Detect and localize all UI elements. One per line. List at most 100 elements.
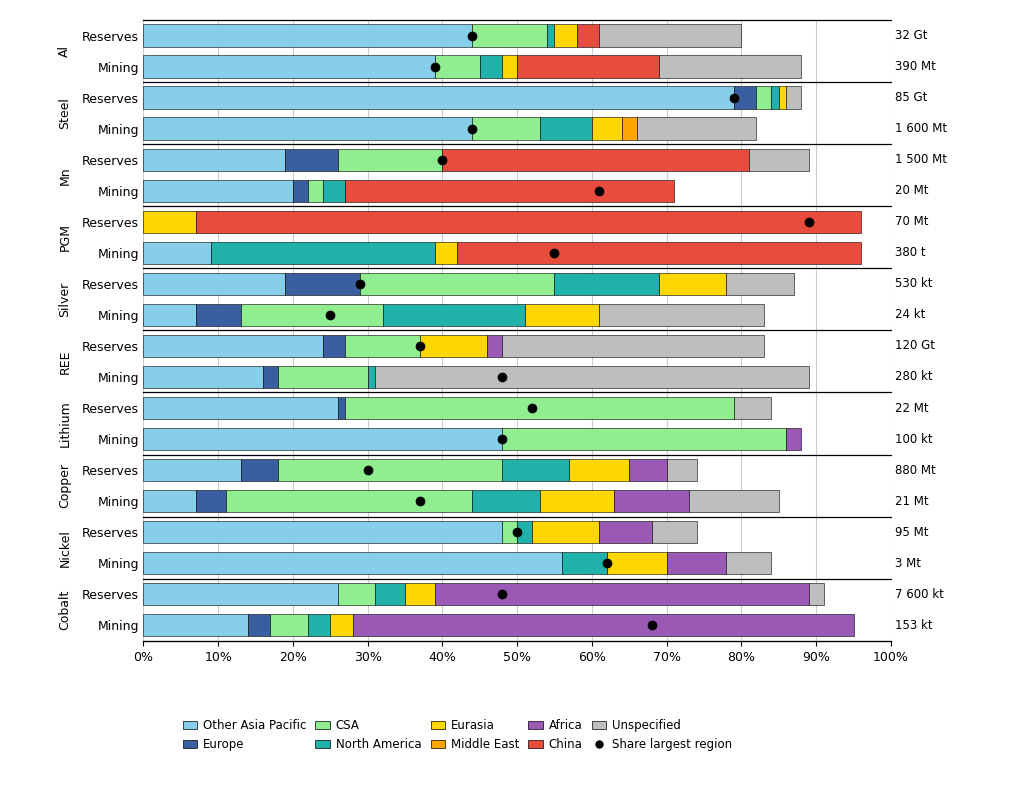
Bar [143, 55, 435, 78]
Bar [323, 335, 345, 357]
Bar [659, 272, 726, 295]
Bar [143, 242, 211, 264]
Text: PGM: PGM [58, 223, 72, 252]
Bar [667, 552, 726, 574]
Bar [622, 118, 637, 140]
Bar [338, 583, 375, 606]
Text: 95 Mt: 95 Mt [895, 525, 928, 538]
Text: 32 Gt: 32 Gt [895, 29, 927, 42]
Bar [577, 24, 599, 46]
Text: 1 500 Mt: 1 500 Mt [895, 153, 946, 166]
Bar [458, 242, 861, 264]
Bar [517, 521, 532, 543]
Bar [502, 335, 764, 357]
Bar [143, 211, 196, 233]
Bar [771, 87, 779, 109]
Bar [809, 583, 823, 606]
Bar [143, 459, 241, 481]
Bar [143, 148, 286, 171]
Text: 153 kt: 153 kt [895, 619, 932, 632]
Bar [143, 396, 338, 419]
Bar [517, 55, 659, 78]
Text: 3 Mt: 3 Mt [895, 557, 921, 570]
Text: 24 kt: 24 kt [895, 308, 925, 321]
Text: 70 Mt: 70 Mt [895, 215, 928, 228]
Text: Cobalt: Cobalt [58, 590, 72, 630]
Text: Steel: Steel [58, 97, 72, 129]
Bar [757, 87, 771, 109]
Bar [592, 118, 622, 140]
Text: 20 Mt: 20 Mt [895, 184, 928, 197]
Bar [225, 490, 472, 513]
Bar [435, 55, 479, 78]
Bar [406, 583, 435, 606]
Legend: Other Asia Pacific, Europe, CSA, North America, Eurasia, Middle East, Africa, Ch: Other Asia Pacific, Europe, CSA, North A… [178, 714, 737, 756]
Bar [143, 24, 472, 46]
Bar [569, 459, 629, 481]
Text: 280 kt: 280 kt [895, 371, 932, 384]
Bar [352, 614, 854, 637]
Bar [143, 614, 248, 637]
Bar [375, 583, 406, 606]
Bar [435, 583, 809, 606]
Bar [667, 459, 696, 481]
Bar [479, 55, 502, 78]
Bar [338, 148, 442, 171]
Text: Nickel: Nickel [58, 529, 72, 566]
Bar [143, 272, 286, 295]
Bar [532, 521, 599, 543]
Bar [726, 552, 771, 574]
Bar [502, 428, 786, 450]
Bar [629, 459, 667, 481]
Bar [241, 459, 278, 481]
Bar [562, 552, 607, 574]
Bar [143, 490, 196, 513]
Bar [555, 24, 577, 46]
Bar [143, 583, 338, 606]
Bar [487, 335, 502, 357]
Bar [286, 148, 338, 171]
Bar [786, 87, 801, 109]
Bar [749, 148, 809, 171]
Text: Lithium: Lithium [58, 400, 72, 447]
Bar [345, 335, 420, 357]
Bar [502, 55, 517, 78]
Bar [614, 490, 689, 513]
Bar [323, 179, 345, 202]
Bar [248, 614, 270, 637]
Bar [637, 118, 757, 140]
Bar [435, 242, 458, 264]
Bar [293, 179, 308, 202]
Bar [786, 428, 801, 450]
Bar [547, 24, 555, 46]
Bar [726, 272, 794, 295]
Bar [472, 24, 547, 46]
Bar [143, 118, 472, 140]
Bar [540, 490, 614, 513]
Bar [330, 614, 352, 637]
Text: 390 Mt: 390 Mt [895, 60, 936, 73]
Text: 7 600 kt: 7 600 kt [895, 588, 943, 601]
Text: 530 kt: 530 kt [895, 277, 932, 290]
Bar [368, 366, 375, 388]
Bar [360, 272, 555, 295]
Bar [278, 459, 502, 481]
Text: 22 Mt: 22 Mt [895, 401, 928, 414]
Bar [143, 87, 734, 109]
Text: Mn: Mn [58, 166, 72, 184]
Bar [472, 490, 540, 513]
Bar [308, 179, 323, 202]
Bar [689, 490, 778, 513]
Bar [502, 521, 517, 543]
Bar [375, 366, 809, 388]
Bar [502, 459, 569, 481]
Text: 21 Mt: 21 Mt [895, 495, 928, 508]
Text: Al: Al [58, 45, 72, 57]
Bar [555, 272, 659, 295]
Bar [143, 552, 562, 574]
Bar [540, 118, 592, 140]
Bar [383, 304, 524, 326]
Bar [734, 396, 771, 419]
Bar [651, 521, 696, 543]
Text: 120 Gt: 120 Gt [895, 340, 935, 352]
